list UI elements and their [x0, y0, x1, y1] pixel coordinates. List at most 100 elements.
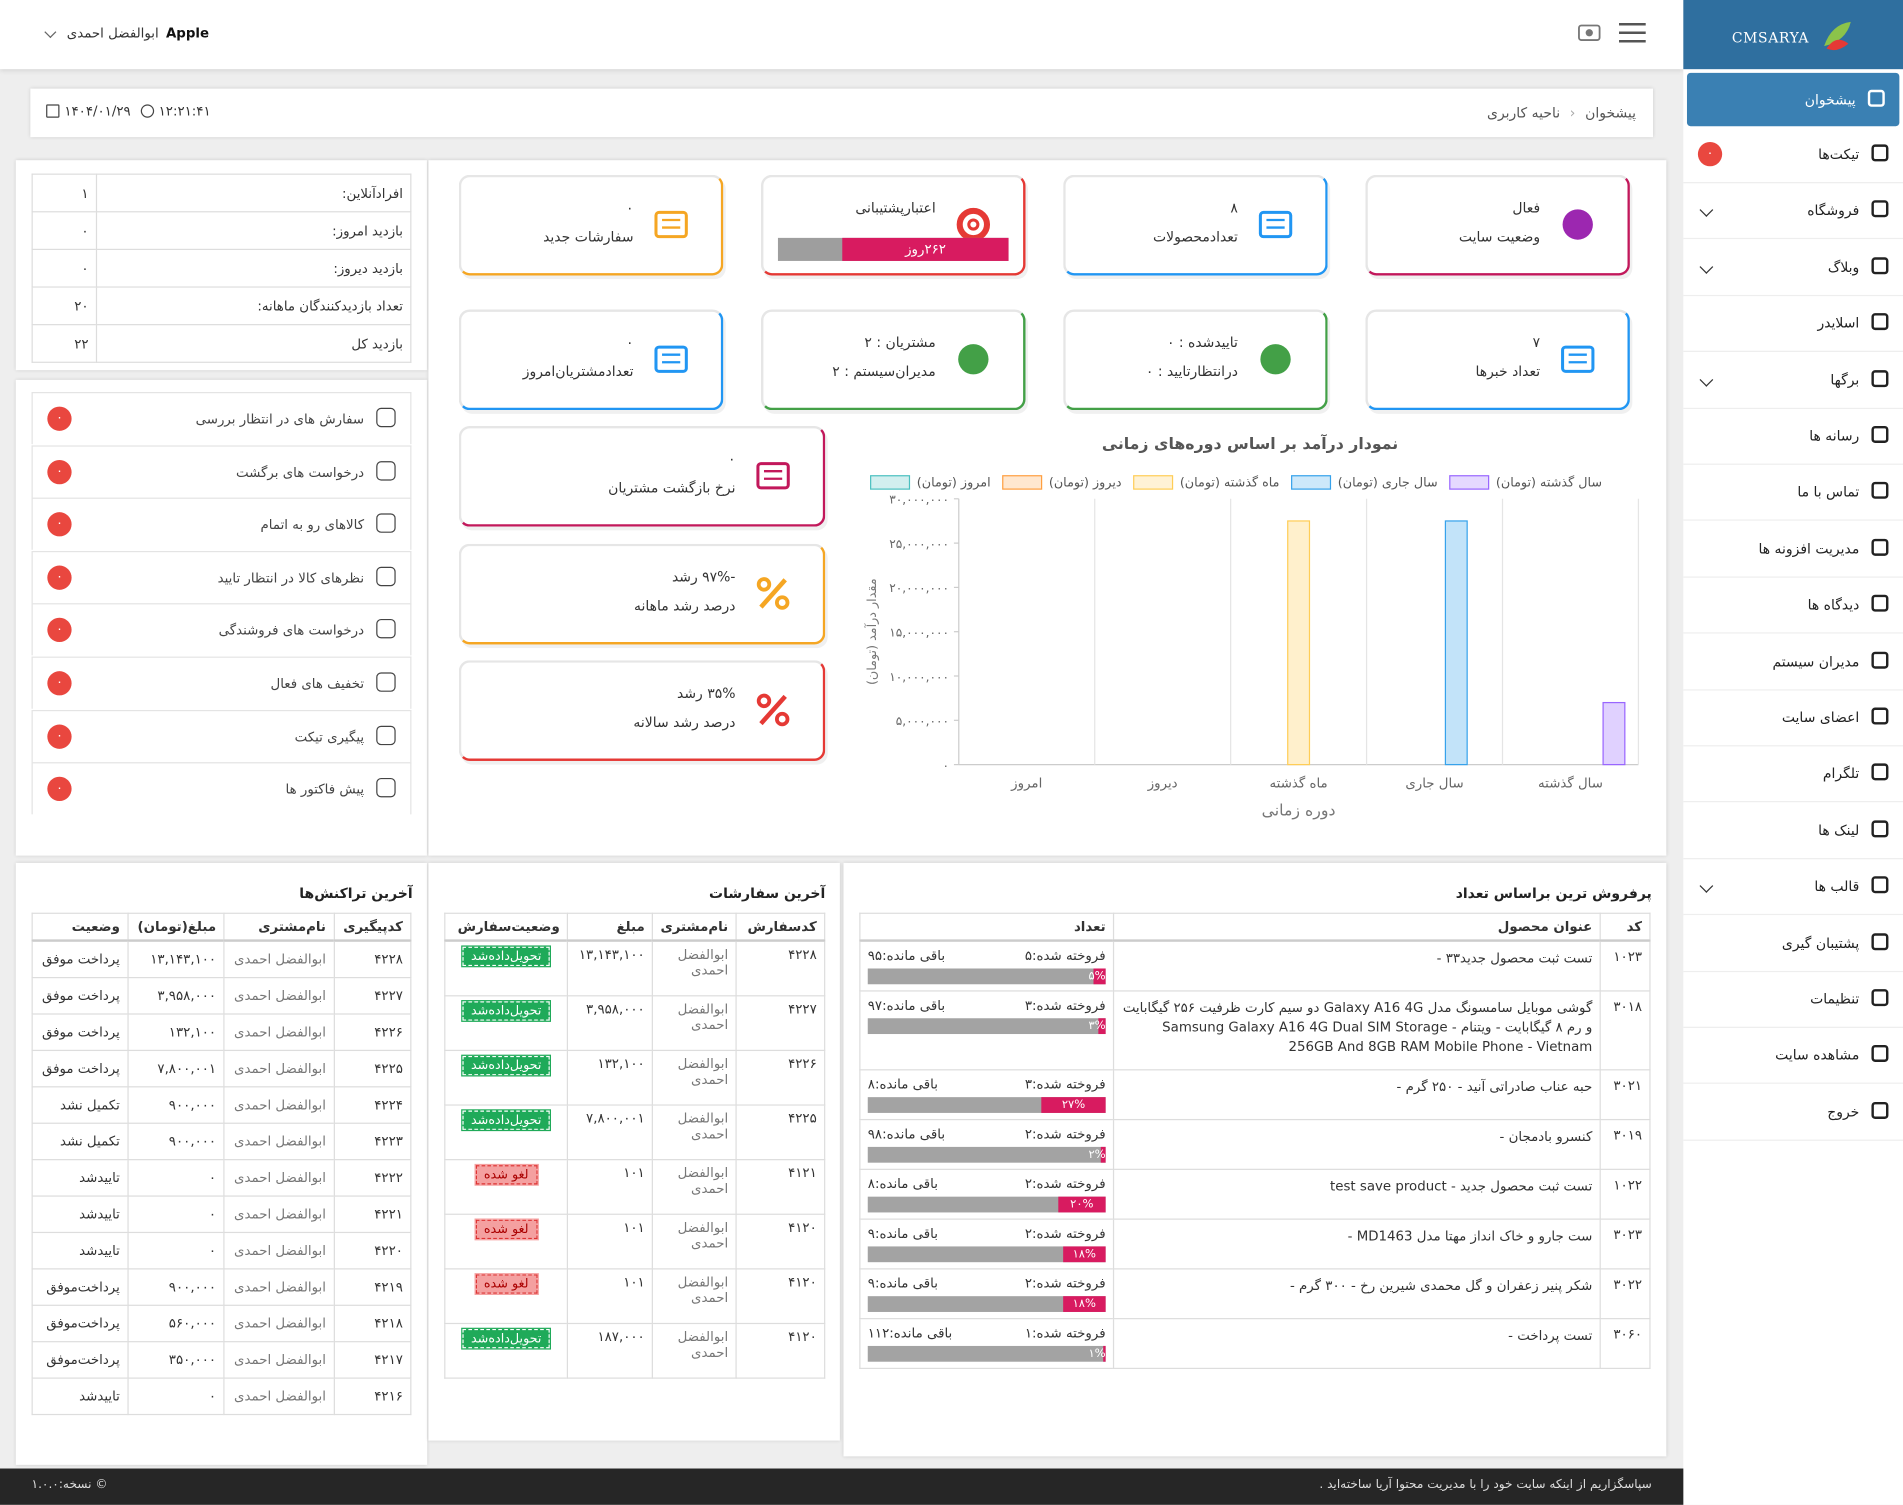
column-header: وضعیت‌سفارش: [444, 912, 569, 942]
clock-icon: [140, 104, 154, 118]
transaction-cell: ۰: [127, 1231, 225, 1270]
order-status: تحویل‌دادەشد: [461, 1000, 552, 1022]
sidebar-item[interactable]: برگها: [1683, 353, 1903, 409]
alert-row[interactable]: پیگیری تیکت ۰: [31, 709, 412, 762]
sidebar-item[interactable]: فروشگاه: [1683, 184, 1903, 240]
breadcrumb-item[interactable]: پیشخوان: [1585, 104, 1637, 122]
sidebar-label: مشاهده سایت: [1775, 1046, 1860, 1064]
stats-table: افرادآنلاین: ۱ بازدید امروز: ۰ بازدید دیروز:…: [31, 173, 412, 363]
order-cell: ۴۱۲۰: [735, 1213, 826, 1270]
sidebar-item[interactable]: تیکت‌ها ۰: [1683, 127, 1903, 184]
product-title: گوشی موبایل سامسونگ مدل Galaxy A16 4G دو…: [1112, 990, 1601, 1071]
chart-title: نمودار درآمد بر اساس دوره‌های زمانی: [1102, 433, 1398, 453]
transaction-cell: ۴۲۱۷: [333, 1341, 412, 1379]
alert-row[interactable]: کالاهای رو به اتمام ۰: [31, 497, 412, 551]
alert-label: کالاهای رو به اتمام: [260, 517, 365, 534]
alert-label: درخواست های فروشندگی: [218, 623, 365, 639]
count-line: فروخته شده:۲ باقی مانده:۹: [868, 1276, 1106, 1292]
sidebar-icon: [1871, 538, 1889, 556]
sidebar-item[interactable]: اسلایدر: [1683, 296, 1903, 353]
sidebar-item[interactable]: مشاهده سایت: [1683, 1028, 1903, 1085]
sidebar-label: رسانه ها: [1809, 427, 1860, 445]
alert-row[interactable]: درخواست های فروشندگی ۰: [31, 603, 412, 656]
icon: [756, 462, 790, 490]
alert-row[interactable]: تخفیف های فعال ۰: [31, 656, 412, 709]
card-text: ۷: [1532, 333, 1541, 351]
sold-count: فروخته شده:۲: [1024, 1275, 1106, 1292]
sidebar-item[interactable]: تماس با ما: [1683, 465, 1903, 522]
card-text: مشتریان : ۲: [864, 333, 936, 351]
order-status: لغو شده: [474, 1218, 539, 1241]
breadcrumb-item[interactable]: ناحیه کاربری: [1487, 104, 1561, 122]
transaction-cell: تکمیل نشد: [31, 1086, 129, 1124]
menu-icons[interactable]: [1573, 19, 1651, 48]
sidebar-item[interactable]: پیشخوان: [1686, 72, 1900, 127]
alert-row[interactable]: سفارش های در انتظار بررسی ۰: [31, 392, 412, 445]
sidebar-label: وبلاگ: [1827, 258, 1860, 276]
transaction-cell: ۴۲۲۳: [333, 1122, 412, 1161]
product-code: ۳۰۶۰: [1599, 1318, 1651, 1369]
sidebar-icon: [1871, 1045, 1889, 1063]
y-tick-label: ۱۵,۰۰۰,۰۰۰: [889, 626, 949, 640]
sidebar-item[interactable]: دیدگاه ها: [1683, 578, 1903, 634]
alert-badge: ۰: [47, 565, 72, 590]
sidebar-label: اعضای سایت: [1781, 708, 1860, 726]
y-tick-label: ۱۰,۰۰۰,۰۰۰: [889, 670, 949, 684]
sidebar-icon: [1871, 876, 1889, 894]
transaction-row: ۴۲۲۱ ابوالفضل احمدی ۰ تاییدشد: [31, 1195, 412, 1234]
stat-card: فعال وضعیت سایت: [1365, 174, 1630, 276]
transaction-row: ۴۲۲۴ ابوالفضل احمدی ۹۰۰,۰۰۰ تکمیل نشد: [31, 1086, 412, 1124]
transaction-cell: ۳۵۰,۰۰۰: [127, 1341, 225, 1379]
footer: [0, 1468, 1684, 1505]
sidebar-label: فروشگاه: [1807, 201, 1860, 219]
icon-shape: [654, 345, 688, 373]
transaction-cell: ابوالفضل احمدی: [223, 1231, 335, 1270]
sidebar-icon: [1871, 651, 1889, 669]
product-count: فروخته شده:۳ باقی مانده:۸ ۲۷%: [859, 1069, 1115, 1121]
sidebar-item[interactable]: تلگرام: [1683, 747, 1903, 803]
sidebar-label: اسلایدر: [1817, 314, 1860, 332]
sidebar-icon: [1871, 594, 1889, 612]
sidebar-item[interactable]: لینک ها: [1683, 803, 1903, 860]
sidebar-label: تماس با ما: [1797, 483, 1860, 501]
alert-icon: [376, 725, 396, 745]
sidebar-item[interactable]: مدیران سیستم: [1683, 634, 1903, 691]
icon-shape: [774, 711, 790, 727]
sidebar-item[interactable]: تنظیمات: [1683, 972, 1903, 1028]
alert-row[interactable]: نظرهای کالا در انتظار تایید ۰: [31, 550, 412, 603]
expand-chevron: [1699, 372, 1714, 387]
card-text: اعتبارپشتیبانی: [855, 199, 936, 217]
alert-badge: ۰: [47, 776, 72, 802]
sidebar-item[interactable]: مدیریت افزونه ها: [1683, 522, 1903, 578]
icon: [958, 344, 989, 375]
order-status-cell: تحویل‌دادەشد: [444, 1104, 569, 1161]
transaction-cell: ابوالفضل احمدی: [223, 1195, 335, 1234]
brand-box: [1683, 0, 1903, 70]
alert-icon: [376, 778, 396, 798]
transaction-cell: ۰: [127, 1159, 225, 1197]
legend-swatch: [1291, 475, 1332, 490]
sidebar-item[interactable]: رسانه ها: [1683, 409, 1903, 465]
user-menu[interactable]: ابوالفضل احمدی Apple: [44, 25, 209, 41]
sidebar-item[interactable]: پشتیبان گیری: [1683, 916, 1903, 972]
alert-row[interactable]: درخواست های برگشت ۰: [31, 444, 412, 498]
transaction-row: ۴۲۲۲ ابوالفضل احمدی ۰ تاییدشد: [31, 1159, 412, 1197]
sidebar-item[interactable]: خروج: [1683, 1085, 1903, 1141]
product-row: ۱۰۲۳ تست ثبت محصول جدید۳۳ - فروخته شده:۵ با…: [859, 939, 1651, 992]
sidebar-item[interactable]: قالب ها: [1683, 859, 1903, 916]
sidebar-label: دیدگاه ها: [1807, 596, 1860, 614]
alert-row[interactable]: پیش فاکتور ها ۰: [31, 762, 412, 815]
remaining-count: باقی مانده:۱۱۲: [867, 1325, 953, 1342]
alert-badge: ۰: [47, 671, 72, 696]
sidebar-icon: [1871, 313, 1889, 331]
product-code: ۳۰۱۸: [1599, 990, 1651, 1071]
transaction-cell: ۱۳,۱۴۳,۱۰۰: [127, 939, 225, 979]
transaction-cell: پرداخت موفق: [31, 1013, 129, 1052]
sidebar-item[interactable]: اعضای سایت: [1683, 691, 1903, 747]
icon-shape: [756, 693, 772, 709]
alert-label: نظرهای کالا در انتظار تایید: [217, 570, 365, 586]
transaction-cell: ۱۳۲,۱۰۰: [127, 1013, 225, 1052]
progress-fill: ۲۶۲روز: [842, 237, 1009, 261]
sidebar-item[interactable]: وبلاگ: [1683, 240, 1903, 296]
